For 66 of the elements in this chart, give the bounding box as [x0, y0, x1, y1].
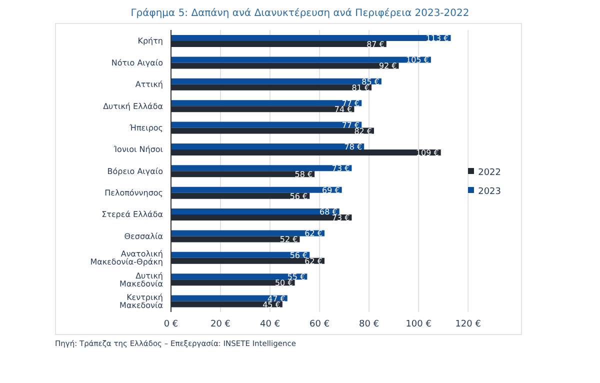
- y-tick-label: Κεντρική Μακεδονία: [120, 292, 163, 310]
- bar: [171, 186, 342, 193]
- x-tick-label: 40 €: [260, 319, 280, 330]
- data-label: 73 €: [332, 164, 350, 174]
- y-tick-label: Αττική: [135, 80, 163, 90]
- x-tick-label: 80 €: [359, 319, 380, 330]
- bar: [171, 258, 324, 264]
- bar: [171, 62, 399, 69]
- y-tick-label: Κρήτη: [138, 36, 163, 46]
- chart-title: Γράφημα 5: Δαπάνη ανά Διανυκτέρευση ανά Περιφέρεια 2023-2022: [130, 8, 470, 19]
- bar: [171, 149, 441, 156]
- bar: [171, 128, 374, 134]
- data-label: 105 €: [406, 56, 429, 65]
- bar: [171, 280, 295, 286]
- y-tick-label: Νότιο Αιγαίο: [111, 58, 164, 68]
- bar: [171, 143, 364, 150]
- bar: [171, 41, 386, 47]
- legend-label: 2022: [478, 168, 501, 178]
- data-label: 52 €: [280, 235, 298, 244]
- bar: [171, 56, 431, 63]
- bar: [171, 252, 310, 258]
- y-tick-label: Ίονιοι Νήσοι: [112, 145, 164, 154]
- y-tick-label: Θεσσαλία: [124, 232, 163, 241]
- bar: [171, 214, 352, 221]
- x-tick-label: 100 €: [406, 319, 432, 330]
- data-label: 87 €: [366, 40, 384, 49]
- data-label: 69 €: [322, 186, 340, 195]
- bar: [171, 84, 372, 90]
- y-tick-label: Ανατολική Μακεδονία-Θράκη: [90, 250, 163, 267]
- data-label: 109 €: [416, 148, 439, 158]
- x-tick-label: 0 €: [164, 319, 178, 330]
- bar: [171, 208, 340, 215]
- y-tick-label: Δυτική Μακεδονία: [120, 271, 163, 288]
- bar: [171, 165, 352, 172]
- bar: [171, 35, 451, 41]
- data-label: 45 €: [262, 300, 280, 310]
- bar: [171, 236, 300, 242]
- y-tick-label: Στερεά Ελλάδα: [102, 210, 163, 220]
- bar: [171, 230, 324, 236]
- bar: [171, 274, 308, 280]
- data-label: 50 €: [274, 278, 293, 288]
- x-tick-label: 120 €: [455, 319, 482, 330]
- data-label: 73 €: [332, 214, 350, 223]
- bar: [171, 100, 362, 106]
- bar: [171, 295, 288, 302]
- y-tick-label: Ήπειρος: [128, 123, 163, 132]
- data-label: 85 €: [362, 77, 380, 86]
- bar: [171, 78, 382, 84]
- data-label: 74 €: [334, 105, 352, 114]
- bar: [171, 301, 282, 308]
- data-label: 58 €: [294, 170, 313, 180]
- bar: [171, 171, 315, 178]
- data-label: 113 €: [426, 34, 449, 43]
- x-tick-label: 60 €: [310, 319, 330, 330]
- bar: [171, 192, 310, 199]
- y-tick-label: Βόρειο Αιγαίο: [107, 166, 164, 176]
- bar: [171, 106, 354, 112]
- bar: [171, 122, 362, 128]
- y-tick-label: Πελοπόννησος: [104, 188, 163, 198]
- legend-label: 2023: [478, 187, 501, 197]
- x-tick-label: 20 €: [210, 319, 231, 330]
- data-label: 56 €: [290, 192, 308, 201]
- data-label: 92 €: [378, 62, 397, 71]
- data-label: 78 €: [344, 142, 362, 152]
- data-label: 62 €: [304, 229, 322, 238]
- y-tick-label: Δυτική Ελλάδα: [103, 102, 163, 111]
